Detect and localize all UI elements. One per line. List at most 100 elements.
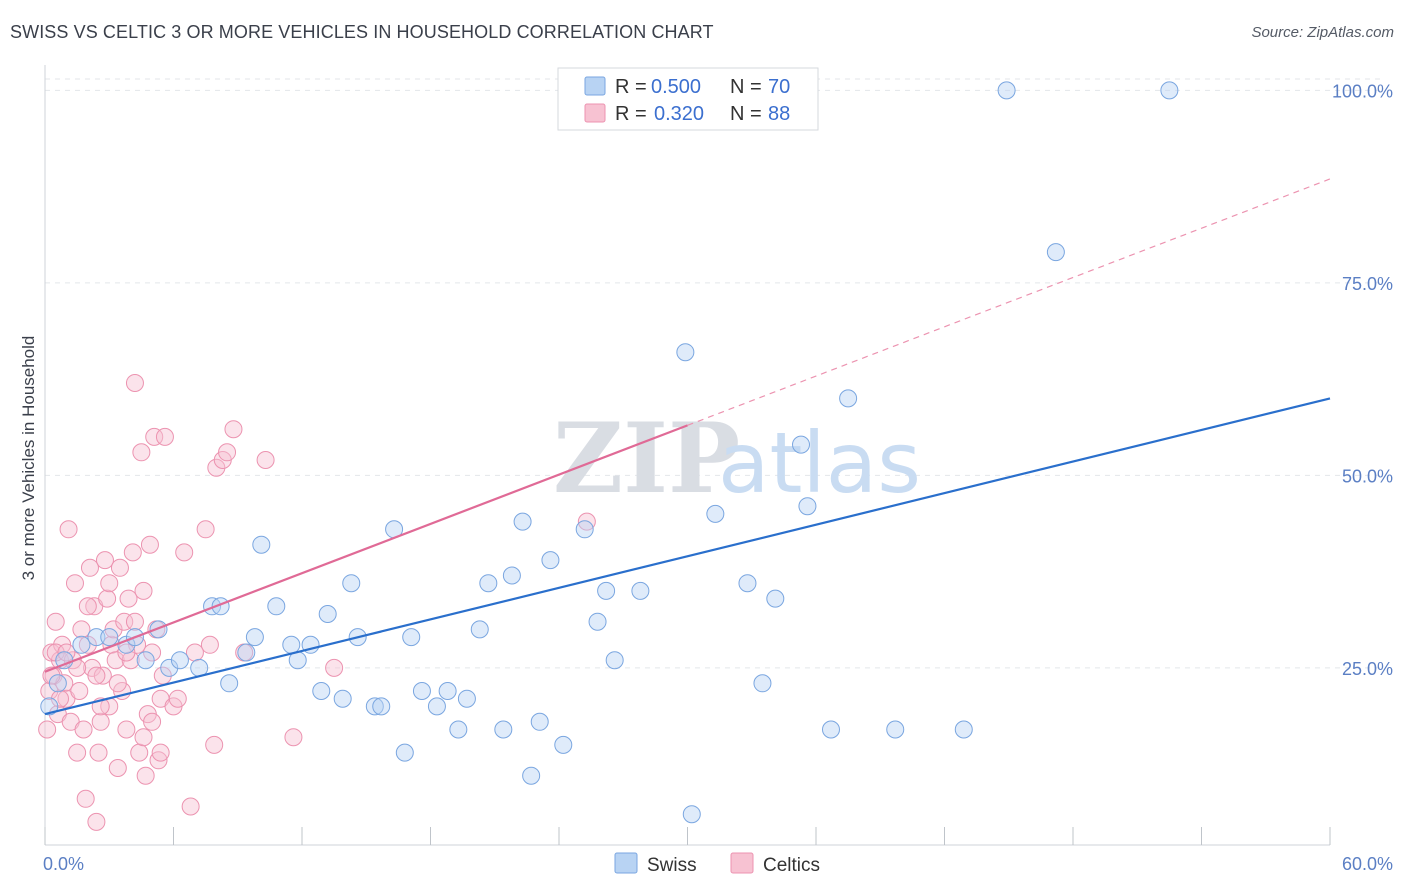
- celtics-trend-line: [44, 424, 688, 673]
- swiss-point: [318, 605, 337, 623]
- celtics-point: [57, 643, 76, 662]
- celtics-point: [181, 797, 200, 816]
- swiss-point: [954, 720, 973, 739]
- swiss-trend-line: [44, 397, 1331, 716]
- swiss-point: [798, 497, 817, 516]
- celtics-point: [93, 666, 112, 685]
- swiss-point: [365, 697, 384, 716]
- celtics-point: [100, 574, 119, 593]
- swiss-point: [237, 643, 256, 662]
- celtics-point: [149, 751, 168, 770]
- tick-labels: 25.0% 50.0% 75.0% 100.0% 0.0% 60.0%: [43, 81, 1393, 874]
- swiss-point: [438, 682, 457, 700]
- celtics-point: [134, 728, 153, 747]
- grid-lines: [45, 78, 1380, 669]
- swiss-point: [513, 512, 532, 531]
- swiss-point: [100, 628, 119, 647]
- x-tick-label: 0.0%: [43, 854, 84, 874]
- swiss-point: [839, 389, 858, 408]
- swiss-point: [1160, 81, 1179, 100]
- legend-r-value-celtics: 0.320: [654, 103, 704, 125]
- celtics-point: [108, 674, 127, 693]
- celtics-point: [110, 558, 129, 577]
- celtics-points: [38, 374, 596, 831]
- legend-r-value-swiss: 0.500: [651, 76, 701, 98]
- celtics-point: [200, 635, 219, 654]
- celtics-point: [185, 643, 204, 662]
- legend-r-label-celtics: R =: [615, 103, 647, 125]
- swiss-point: [160, 658, 179, 677]
- swiss-point: [821, 720, 840, 739]
- celtics-point: [50, 689, 69, 708]
- swiss-point: [40, 697, 59, 716]
- swiss-point: [706, 504, 725, 523]
- swiss-point: [753, 674, 772, 693]
- swiss-point: [575, 520, 594, 539]
- swiss-point: [541, 551, 560, 570]
- celtics-point: [168, 689, 187, 708]
- watermark-zip: ZIP: [553, 402, 740, 515]
- swiss-point: [267, 597, 286, 616]
- celtics-point: [87, 812, 106, 831]
- celtics-point: [155, 427, 174, 446]
- swiss-point: [530, 712, 549, 731]
- swiss-point: [372, 697, 391, 716]
- legend-swatch-celtics: [584, 103, 606, 123]
- swiss-point: [72, 635, 91, 654]
- swiss-point: [886, 720, 905, 739]
- swiss-point: [588, 612, 607, 631]
- celtics-point: [175, 543, 194, 562]
- swiss-point: [282, 635, 301, 654]
- celtics-point: [72, 620, 91, 639]
- y-tick-label: 25.0%: [1342, 659, 1393, 679]
- y-tick-label: 100.0%: [1332, 81, 1393, 101]
- celtics-point: [106, 651, 125, 670]
- source-credit: Source: ZipAtlas.com: [1251, 24, 1394, 41]
- swiss-point: [682, 805, 701, 824]
- y-tick-label: 50.0%: [1342, 466, 1393, 486]
- celtics-point: [76, 789, 95, 808]
- swiss-point: [412, 682, 431, 700]
- celtics-point: [577, 512, 596, 531]
- trend-lines: [44, 178, 1331, 716]
- celtics-point: [68, 743, 87, 762]
- swiss-point: [494, 720, 513, 739]
- y-axis-label: 3 or more Vehicles in Household: [19, 336, 38, 581]
- celtics-point: [145, 427, 164, 446]
- celtics-point: [136, 766, 155, 785]
- swiss-point: [676, 343, 695, 362]
- celtics-point: [218, 443, 237, 462]
- swiss-point: [427, 697, 446, 716]
- celtics-point: [119, 589, 138, 608]
- legend-n-value-swiss: 70: [768, 76, 790, 98]
- celtics-point: [125, 374, 144, 392]
- celtics-point: [256, 451, 275, 469]
- swiss-point: [312, 682, 331, 700]
- watermark: ZIP atlas: [553, 402, 921, 515]
- swiss-point: [792, 435, 811, 454]
- celtics-point: [132, 443, 151, 462]
- swiss-point: [470, 620, 489, 639]
- swiss-point: [402, 628, 421, 647]
- y-tick-label: 75.0%: [1342, 274, 1393, 294]
- swiss-point: [738, 574, 757, 593]
- swiss-point: [136, 651, 155, 670]
- swiss-point: [252, 535, 271, 554]
- swiss-point: [220, 674, 239, 693]
- celtics-point: [325, 658, 344, 677]
- celtics-point: [115, 612, 134, 631]
- chart-title: SWISS VS CELTIC 3 OR MORE VEHICLES IN HO…: [10, 22, 714, 42]
- legend-n-label-swiss: N =: [730, 76, 762, 98]
- celtics-point: [65, 574, 84, 593]
- celtics-point: [130, 743, 149, 762]
- swiss-point: [554, 735, 573, 754]
- celtics-trend-extension: [687, 178, 1331, 426]
- celtics-point: [207, 458, 226, 477]
- celtics-point: [125, 612, 144, 631]
- celtics-point: [87, 666, 106, 685]
- swiss-point: [342, 574, 361, 593]
- celtics-point: [140, 535, 159, 554]
- celtics-point: [143, 712, 162, 731]
- axes: [44, 65, 1331, 846]
- legend-r-label-swiss: R =: [615, 76, 647, 98]
